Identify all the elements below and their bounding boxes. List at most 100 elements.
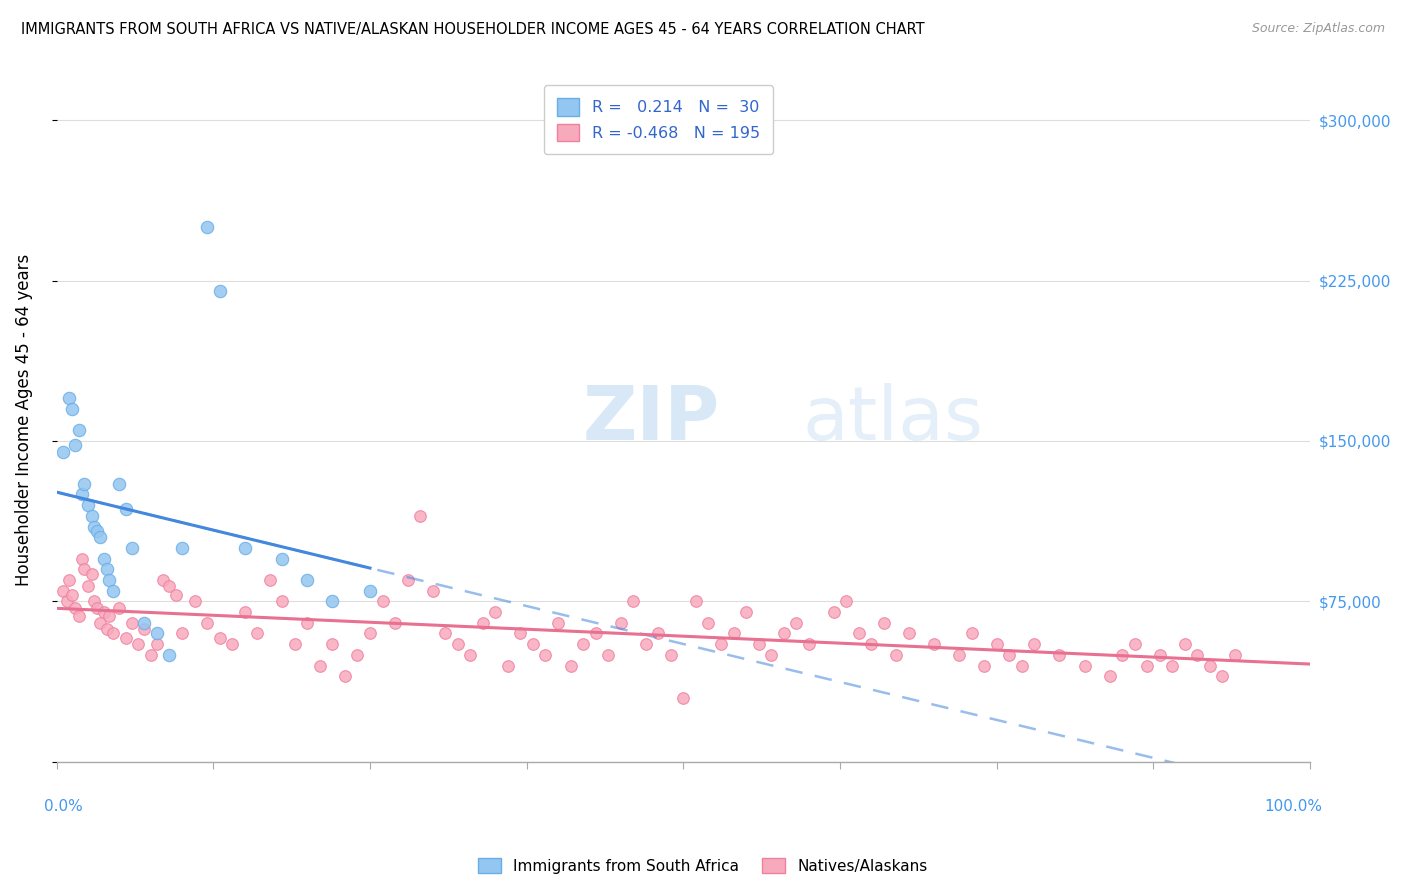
Point xyxy=(89,530,111,544)
Point xyxy=(609,615,631,630)
Point xyxy=(152,573,174,587)
Point xyxy=(308,658,330,673)
Point xyxy=(547,615,569,630)
Point xyxy=(509,626,531,640)
Point xyxy=(447,637,470,651)
Point xyxy=(121,615,143,630)
Point xyxy=(80,508,103,523)
Text: atlas: atlas xyxy=(803,383,983,456)
Point xyxy=(359,583,381,598)
Point xyxy=(647,626,669,640)
Point xyxy=(534,648,557,662)
Point xyxy=(165,588,187,602)
Point xyxy=(1123,637,1146,651)
Point xyxy=(170,626,193,640)
Point xyxy=(96,622,118,636)
Point xyxy=(672,690,695,705)
Point xyxy=(146,637,169,651)
Point xyxy=(471,615,494,630)
Point xyxy=(60,401,83,416)
Point xyxy=(321,637,343,651)
Point xyxy=(1136,658,1159,673)
Point xyxy=(396,573,419,587)
Point xyxy=(585,626,607,640)
Point xyxy=(73,476,96,491)
Point xyxy=(101,583,124,598)
Point xyxy=(233,605,256,619)
Point xyxy=(271,594,294,608)
Point xyxy=(108,600,131,615)
Point xyxy=(70,551,93,566)
Legend: R =   0.214   N =  30, R = -0.468   N = 195: R = 0.214 N = 30, R = -0.468 N = 195 xyxy=(544,86,773,153)
Point xyxy=(973,658,995,673)
Point xyxy=(139,648,162,662)
Point xyxy=(922,637,945,651)
Point xyxy=(134,615,156,630)
Text: IMMIGRANTS FROM SOUTH AFRICA VS NATIVE/ALASKAN HOUSEHOLDER INCOME AGES 45 - 64 Y: IMMIGRANTS FROM SOUTH AFRICA VS NATIVE/A… xyxy=(21,22,925,37)
Point xyxy=(1187,648,1209,662)
Point xyxy=(422,583,444,598)
Point xyxy=(1199,658,1222,673)
Point xyxy=(159,648,181,662)
Point xyxy=(998,648,1021,662)
Point xyxy=(208,285,231,299)
Point xyxy=(58,573,80,587)
Point xyxy=(271,551,294,566)
Point xyxy=(522,637,544,651)
Point xyxy=(67,609,90,624)
Point xyxy=(848,626,870,640)
Point xyxy=(1073,658,1095,673)
Text: ZIP: ZIP xyxy=(583,383,720,456)
Point xyxy=(321,594,343,608)
Point xyxy=(89,615,111,630)
Point xyxy=(434,626,457,640)
Point xyxy=(458,648,481,662)
Point xyxy=(772,626,794,640)
Point xyxy=(297,615,319,630)
Point xyxy=(496,658,519,673)
Point xyxy=(233,541,256,555)
Point xyxy=(134,622,156,636)
Point xyxy=(1011,658,1033,673)
Point xyxy=(101,626,124,640)
Point xyxy=(58,391,80,405)
Point xyxy=(748,637,770,651)
Point xyxy=(98,609,121,624)
Point xyxy=(55,594,77,608)
Point xyxy=(60,588,83,602)
Point xyxy=(560,658,582,673)
Point xyxy=(183,594,205,608)
Point xyxy=(83,519,105,533)
Point xyxy=(67,423,90,437)
Point xyxy=(823,605,845,619)
Point xyxy=(52,444,75,458)
Point xyxy=(685,594,707,608)
Point xyxy=(384,615,406,630)
Point xyxy=(297,573,319,587)
Point xyxy=(114,502,136,516)
Point xyxy=(98,573,121,587)
Point xyxy=(1049,648,1071,662)
Point xyxy=(1211,669,1233,683)
Point xyxy=(873,615,896,630)
Point xyxy=(108,476,131,491)
Point xyxy=(114,631,136,645)
Point xyxy=(835,594,858,608)
Point xyxy=(359,626,381,640)
Point xyxy=(127,637,149,651)
Point xyxy=(221,637,243,651)
Point xyxy=(886,648,908,662)
Point xyxy=(598,648,620,662)
Point xyxy=(93,551,115,566)
Point xyxy=(1098,669,1121,683)
Point xyxy=(195,220,218,235)
Point xyxy=(77,579,100,593)
Point xyxy=(1111,648,1133,662)
Point xyxy=(409,508,432,523)
Point xyxy=(371,594,394,608)
Legend: Immigrants from South Africa, Natives/Alaskans: Immigrants from South Africa, Natives/Al… xyxy=(472,852,934,880)
Point xyxy=(86,600,108,615)
Point xyxy=(1174,637,1197,651)
Point xyxy=(797,637,820,651)
Point xyxy=(70,487,93,501)
